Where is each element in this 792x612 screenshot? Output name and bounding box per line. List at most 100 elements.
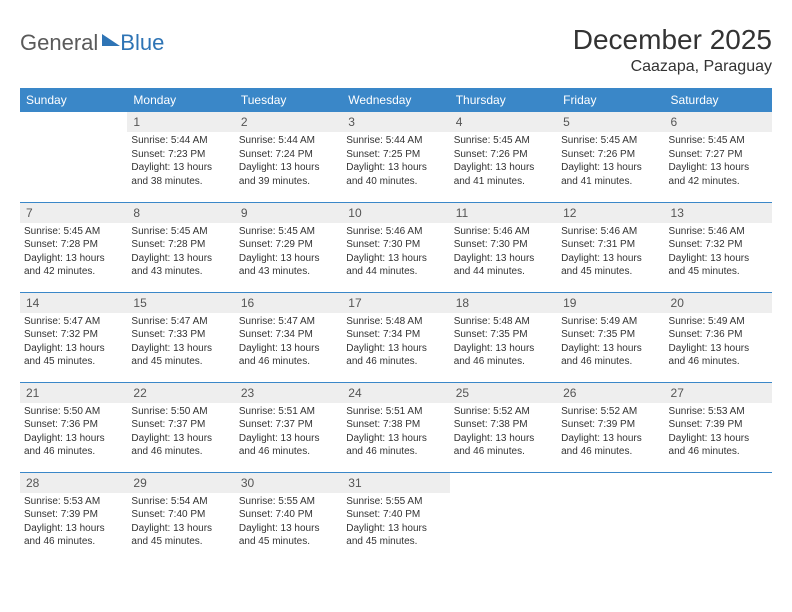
daylight-text: Daylight: 13 hours and 41 minutes.	[454, 161, 553, 188]
sunset-text: Sunset: 7:39 PM	[669, 418, 768, 432]
calendar-day-cell: 21Sunrise: 5:50 AMSunset: 7:36 PMDayligh…	[20, 382, 127, 472]
weekday-header: Friday	[557, 88, 664, 112]
sunrise-text: Sunrise: 5:46 AM	[454, 225, 553, 239]
sunset-text: Sunset: 7:32 PM	[669, 238, 768, 252]
calendar-table: Sunday Monday Tuesday Wednesday Thursday…	[20, 88, 772, 562]
daylight-text: Daylight: 13 hours and 46 minutes.	[561, 342, 660, 369]
sunrise-text: Sunrise: 5:48 AM	[454, 315, 553, 329]
sunrise-text: Sunrise: 5:45 AM	[131, 225, 230, 239]
day-number: 19	[557, 293, 664, 313]
sunset-text: Sunset: 7:39 PM	[24, 508, 123, 522]
sunset-text: Sunset: 7:35 PM	[454, 328, 553, 342]
calendar-day-cell: 7Sunrise: 5:45 AMSunset: 7:28 PMDaylight…	[20, 202, 127, 292]
weekday-header: Sunday	[20, 88, 127, 112]
sunrise-text: Sunrise: 5:54 AM	[131, 495, 230, 509]
day-body: Sunrise: 5:45 AMSunset: 7:26 PMDaylight:…	[557, 132, 664, 192]
calendar-day-cell: 29Sunrise: 5:54 AMSunset: 7:40 PMDayligh…	[127, 472, 234, 562]
sunset-text: Sunset: 7:30 PM	[454, 238, 553, 252]
sunrise-text: Sunrise: 5:55 AM	[346, 495, 445, 509]
calendar-day-cell: 11Sunrise: 5:46 AMSunset: 7:30 PMDayligh…	[450, 202, 557, 292]
sunrise-text: Sunrise: 5:52 AM	[454, 405, 553, 419]
header: General Blue December 2025 Caazapa, Para…	[20, 24, 772, 76]
day-body: Sunrise: 5:49 AMSunset: 7:35 PMDaylight:…	[557, 313, 664, 373]
calendar-day-cell: 19Sunrise: 5:49 AMSunset: 7:35 PMDayligh…	[557, 292, 664, 382]
day-body: Sunrise: 5:45 AMSunset: 7:27 PMDaylight:…	[665, 132, 772, 192]
day-body: Sunrise: 5:53 AMSunset: 7:39 PMDaylight:…	[665, 403, 772, 463]
sunset-text: Sunset: 7:26 PM	[561, 148, 660, 162]
sunrise-text: Sunrise: 5:51 AM	[346, 405, 445, 419]
daylight-text: Daylight: 13 hours and 46 minutes.	[669, 342, 768, 369]
calendar-day-cell: 1Sunrise: 5:44 AMSunset: 7:23 PMDaylight…	[127, 112, 234, 202]
daylight-text: Daylight: 13 hours and 42 minutes.	[24, 252, 123, 279]
calendar-day-cell: 3Sunrise: 5:44 AMSunset: 7:25 PMDaylight…	[342, 112, 449, 202]
daylight-text: Daylight: 13 hours and 46 minutes.	[131, 432, 230, 459]
sunrise-text: Sunrise: 5:47 AM	[24, 315, 123, 329]
sunset-text: Sunset: 7:38 PM	[346, 418, 445, 432]
calendar-week-row: 21Sunrise: 5:50 AMSunset: 7:36 PMDayligh…	[20, 382, 772, 472]
daylight-text: Daylight: 13 hours and 46 minutes.	[24, 432, 123, 459]
logo: General Blue	[20, 24, 164, 56]
daylight-text: Daylight: 13 hours and 46 minutes.	[454, 432, 553, 459]
day-number: 1	[127, 112, 234, 132]
day-body	[557, 493, 664, 499]
day-body: Sunrise: 5:45 AMSunset: 7:26 PMDaylight:…	[450, 132, 557, 192]
calendar-day-cell: 22Sunrise: 5:50 AMSunset: 7:37 PMDayligh…	[127, 382, 234, 472]
sunrise-text: Sunrise: 5:45 AM	[561, 134, 660, 148]
sunrise-text: Sunrise: 5:55 AM	[239, 495, 338, 509]
daylight-text: Daylight: 13 hours and 45 minutes.	[239, 522, 338, 549]
day-number: 30	[235, 473, 342, 493]
sunrise-text: Sunrise: 5:44 AM	[346, 134, 445, 148]
day-number: 25	[450, 383, 557, 403]
sunset-text: Sunset: 7:23 PM	[131, 148, 230, 162]
daylight-text: Daylight: 13 hours and 45 minutes.	[131, 522, 230, 549]
day-number: 24	[342, 383, 449, 403]
sunrise-text: Sunrise: 5:46 AM	[669, 225, 768, 239]
calendar-day-cell: 13Sunrise: 5:46 AMSunset: 7:32 PMDayligh…	[665, 202, 772, 292]
day-number: 6	[665, 112, 772, 132]
sunset-text: Sunset: 7:24 PM	[239, 148, 338, 162]
calendar-week-row: 14Sunrise: 5:47 AMSunset: 7:32 PMDayligh…	[20, 292, 772, 382]
sunrise-text: Sunrise: 5:46 AM	[346, 225, 445, 239]
day-number: 13	[665, 203, 772, 223]
calendar-day-cell: 31Sunrise: 5:55 AMSunset: 7:40 PMDayligh…	[342, 472, 449, 562]
calendar-day-cell: 25 Sunrise: 5:52 AMSunset: 7:38 PMDayligh…	[450, 382, 557, 472]
day-number: 16	[235, 293, 342, 313]
day-number: 5	[557, 112, 664, 132]
sunrise-text: Sunrise: 5:48 AM	[346, 315, 445, 329]
day-number: 9	[235, 203, 342, 223]
sunset-text: Sunset: 7:34 PM	[346, 328, 445, 342]
sunset-text: Sunset: 7:30 PM	[346, 238, 445, 252]
daylight-text: Daylight: 13 hours and 46 minutes.	[454, 342, 553, 369]
sunrise-text: Sunrise: 5:45 AM	[239, 225, 338, 239]
calendar-day-cell: 14Sunrise: 5:47 AMSunset: 7:32 PMDayligh…	[20, 292, 127, 382]
daylight-text: Daylight: 13 hours and 46 minutes.	[346, 432, 445, 459]
logo-text-general: General	[20, 30, 98, 56]
weekday-header: Saturday	[665, 88, 772, 112]
calendar-week-row: 1 Sunrise: 5:44 AM Sunset: 7:23 PM Daylight…	[20, 112, 772, 202]
sunrise-text: Sunrise: 5:45 AM	[454, 134, 553, 148]
day-number: 20	[665, 293, 772, 313]
day-body: Sunrise: 5:48 AMSunset: 7:35 PMDaylight:…	[450, 313, 557, 373]
day-body: Sunrise: 5:45 AMSunset: 7:28 PMDaylight:…	[20, 223, 127, 283]
day-number: 18	[450, 293, 557, 313]
weekday-header: Wednesday	[342, 88, 449, 112]
sunset-text: Sunset: 7:36 PM	[669, 328, 768, 342]
logo-triangle-icon	[102, 34, 120, 46]
sunset-text: Sunset: 7:25 PM	[346, 148, 445, 162]
sunrise-text: Sunrise: 5:53 AM	[669, 405, 768, 419]
sunset-text: Sunset: 7:37 PM	[131, 418, 230, 432]
daylight-text: Daylight: 13 hours and 42 minutes.	[669, 161, 768, 188]
day-body	[450, 493, 557, 499]
day-body	[665, 493, 772, 499]
calendar-day-cell	[665, 472, 772, 562]
sunrise-text: Sunrise: 5:47 AM	[131, 315, 230, 329]
sunrise-text: Sunrise: 5:50 AM	[24, 405, 123, 419]
weekday-header: Monday	[127, 88, 234, 112]
calendar-day-cell: 18Sunrise: 5:48 AMSunset: 7:35 PMDayligh…	[450, 292, 557, 382]
daylight-text: Daylight: 13 hours and 45 minutes.	[24, 342, 123, 369]
calendar-day-cell: 17Sunrise: 5:48 AMSunset: 7:34 PMDayligh…	[342, 292, 449, 382]
day-number: 21	[20, 383, 127, 403]
calendar-day-cell: 27Sunrise: 5:53 AMSunset: 7:39 PMDayligh…	[665, 382, 772, 472]
day-number: 12	[557, 203, 664, 223]
sunset-text: Sunset: 7:38 PM	[454, 418, 553, 432]
